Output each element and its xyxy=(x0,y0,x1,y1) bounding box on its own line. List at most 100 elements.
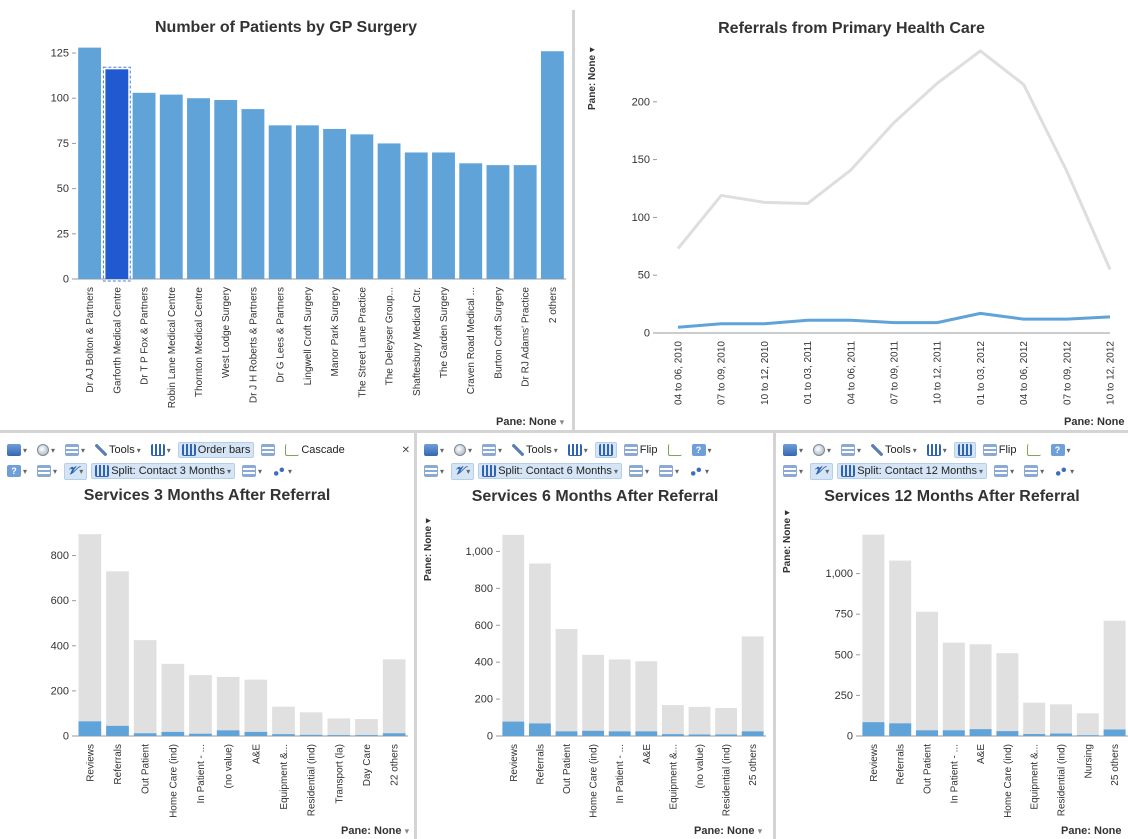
table-button[interactable]: ▾ xyxy=(1021,464,1047,478)
flip-button[interactable]: Flip xyxy=(621,443,661,457)
table-button[interactable]: ▾ xyxy=(656,464,682,478)
help-button[interactable]: ? ▾ xyxy=(4,464,30,478)
y-tick-label: 0 xyxy=(63,274,69,286)
bar-contact xyxy=(244,731,268,736)
toolbar-row-1: ▾ ▾ ▾ Tools ▾ ▾ Flip ? ▾ xyxy=(776,440,1128,460)
bars-button[interactable]: ▾ xyxy=(148,443,174,457)
legend-button[interactable]: ▾ xyxy=(62,443,88,457)
variable-button[interactable]: 𝓥 ▾ xyxy=(810,462,834,480)
bar xyxy=(432,152,455,279)
grid-lines-button[interactable]: ▾ xyxy=(421,464,447,478)
layout-button[interactable]: ▾ xyxy=(239,464,265,478)
x-tick-label: Dr G Lees & Partners xyxy=(276,287,287,383)
panel-patients-by-gp: Number of Patients by GP Surgery 0 25 50 75… xyxy=(0,0,572,430)
x-tick-label: Reviews xyxy=(85,744,96,782)
order-bars-button[interactable] xyxy=(953,442,976,458)
x-tick-label: 07 to 09, 2011 xyxy=(890,341,901,405)
bar-total xyxy=(1050,704,1072,736)
scatter-icon xyxy=(1054,465,1069,477)
chart-title: Services 12 Months After Referral xyxy=(824,488,1080,505)
legend-button[interactable]: ▾ xyxy=(479,443,505,457)
cascade-button[interactable] xyxy=(665,443,685,457)
bars-button[interactable]: ▾ xyxy=(565,443,591,457)
x-tick-label: Shaftesbury Medical Ctr. xyxy=(412,287,423,396)
y-tick-label: 750 xyxy=(835,609,853,621)
pane-label: Pane: None xyxy=(341,825,402,837)
pane-selector[interactable]: Pane: None ▾ xyxy=(496,416,564,428)
pane-selector[interactable]: Pane: None ▾ xyxy=(694,825,762,837)
vertical-divider-bottom-2[interactable] xyxy=(773,433,776,839)
color-button[interactable]: ▾ xyxy=(34,443,58,457)
layout-icon xyxy=(628,465,643,477)
chart-type-button[interactable]: ▾ xyxy=(421,443,447,457)
x-tick-label: Dr T P Fox & Partners xyxy=(140,287,151,385)
bar-total xyxy=(299,712,323,736)
tools-button[interactable]: Tools ▾ xyxy=(92,443,144,457)
x-tick-label: 25 others xyxy=(1110,744,1121,786)
horizontal-divider[interactable] xyxy=(0,430,1128,433)
close-icon[interactable]: ✕ xyxy=(401,444,410,456)
x-tick-label: 10 to 12, 2012 xyxy=(1106,341,1117,405)
variable-button[interactable]: 𝓥 ▾ xyxy=(64,462,88,480)
variable-button[interactable]: 𝓥 ▾ xyxy=(451,462,475,480)
order-bars-button[interactable] xyxy=(594,442,617,458)
scatter-button[interactable]: ▾ xyxy=(269,464,295,478)
help-button[interactable]: ? ▾ xyxy=(1048,443,1074,457)
grid-icon xyxy=(783,465,797,477)
order-bars-button[interactable]: Order bars xyxy=(177,442,255,458)
x-tick-label: Dr J H Roberts & Partners xyxy=(248,287,259,403)
flip-button[interactable]: Flip xyxy=(980,443,1020,457)
bar xyxy=(486,165,510,279)
x-tick-label: 01 to 03, 2012 xyxy=(976,341,987,405)
y-tick-label: 75 xyxy=(57,138,69,150)
bar-total xyxy=(161,663,185,736)
legend-button[interactable]: ▾ xyxy=(838,443,864,457)
chart-title: Services 6 Months After Referral xyxy=(471,488,719,505)
x-tick-label: Garforth Medical Centre xyxy=(112,287,123,394)
cascade-icon xyxy=(1026,444,1041,456)
scatter-button[interactable]: ▾ xyxy=(1051,464,1077,478)
split-button[interactable]: Split: Contact 6 Months ▾ xyxy=(478,463,622,479)
pane-selector[interactable]: Pane: None ▾ xyxy=(341,825,409,837)
tools-button[interactable]: Tools ▾ xyxy=(509,443,561,457)
bar-total xyxy=(555,628,578,736)
pane-selector[interactable]: Pane: None ▾ xyxy=(1061,825,1128,839)
color-button[interactable]: ▾ xyxy=(451,443,475,457)
cascade-button[interactable]: Cascade xyxy=(282,443,347,457)
pane-label: Pane: None xyxy=(694,825,755,837)
chart-type-button[interactable]: ▾ xyxy=(780,443,806,457)
bars-button[interactable]: ▾ xyxy=(924,443,950,457)
chart-type-button[interactable]: ▾ xyxy=(4,443,30,457)
bar xyxy=(295,125,319,279)
split-button[interactable]: Split: Contact 3 Months ▾ xyxy=(91,463,235,479)
bar-total xyxy=(502,534,525,736)
tools-button[interactable]: Tools ▾ xyxy=(868,443,920,457)
x-tick-label: Home Care (ind) xyxy=(589,744,600,818)
fit-button[interactable] xyxy=(258,443,278,457)
split-button[interactable]: Split: Contact 12 Months ▾ xyxy=(837,463,988,479)
pane-selector[interactable]: Pane: None ▾ xyxy=(1064,416,1128,430)
layout-button[interactable]: ▾ xyxy=(626,464,652,478)
bar-total xyxy=(661,704,684,736)
vertical-divider-top[interactable] xyxy=(572,10,575,430)
grid-lines-button[interactable]: ▾ xyxy=(34,464,60,478)
layout-button[interactable]: ▾ xyxy=(991,464,1017,478)
bar-contact xyxy=(635,731,658,736)
help-button[interactable]: ? ▾ xyxy=(689,443,715,457)
caret-down-icon: ▾ xyxy=(404,826,410,836)
bar-total xyxy=(889,560,912,736)
bar-total xyxy=(1103,620,1126,736)
color-button[interactable]: ▾ xyxy=(810,443,834,457)
x-tick-label: Residential (ind) xyxy=(307,744,318,816)
x-tick-label: Reviews xyxy=(869,744,880,782)
scatter-button[interactable]: ▾ xyxy=(686,464,712,478)
x-tick-label: Transport (la) xyxy=(334,744,345,804)
bar-total xyxy=(355,719,378,736)
chart-type-icon xyxy=(7,444,21,456)
bar xyxy=(132,92,156,279)
grid-lines-button[interactable]: ▾ xyxy=(780,464,806,478)
vertical-divider-bottom-1[interactable] xyxy=(414,433,417,839)
bar-contact xyxy=(741,731,764,736)
legend-icon xyxy=(482,444,497,456)
cascade-button[interactable] xyxy=(1024,443,1044,457)
